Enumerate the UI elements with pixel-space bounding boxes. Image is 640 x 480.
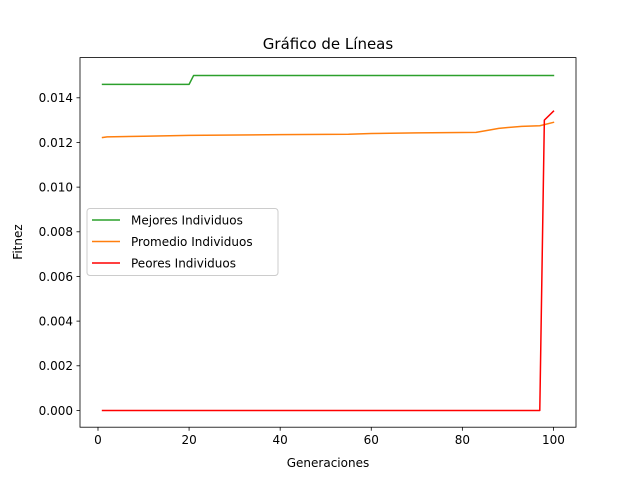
legend-label: Promedio Individuos [131, 235, 253, 249]
x-tick-label: 0 [94, 433, 102, 447]
series-layer [101, 74, 555, 412]
x-tick-label: 80 [455, 433, 470, 447]
series-line-peores-individuos [101, 110, 555, 412]
y-tick-label: 0.008 [39, 225, 73, 239]
y-tick-label: 0.004 [39, 314, 73, 328]
y-axis-label: Fitnez [11, 224, 25, 259]
series-line-promedio-individuos [101, 121, 555, 139]
chart-title: Gráfico de Líneas [263, 35, 394, 53]
y-tick-label: 0.006 [39, 270, 73, 284]
y-tick-label: 0.010 [39, 180, 73, 194]
x-tick-label: 60 [364, 433, 379, 447]
legend-entries: Mejores Individuos Promedio Individuos Peo… [92, 213, 253, 270]
y-tick-label: 0.014 [39, 91, 73, 105]
legend-label: Mejores Individuos [131, 213, 243, 227]
y-axis-ticks: 0.000 0.002 0.004 0.006 0.008 0.010 0.012 0.014 [39, 91, 80, 418]
plot-frame [79, 57, 577, 428]
x-tick-label: 20 [181, 433, 196, 447]
x-axis-ticks: 0 20 40 60 80 100 [94, 427, 565, 447]
x-tick-label: 40 [273, 433, 288, 447]
y-tick-label: 0.000 [39, 404, 73, 418]
x-tick-label: 100 [542, 433, 565, 447]
legend: Mejores Individuos Promedio Individuos Peo… [86, 208, 279, 276]
y-tick-label: 0.002 [39, 359, 73, 373]
legend-box [86, 208, 279, 276]
legend-label: Peores Individuos [131, 256, 236, 270]
y-tick-label: 0.012 [39, 136, 73, 150]
x-axis-label: Generaciones [287, 456, 369, 470]
series-line-mejores-individuos [101, 74, 555, 86]
